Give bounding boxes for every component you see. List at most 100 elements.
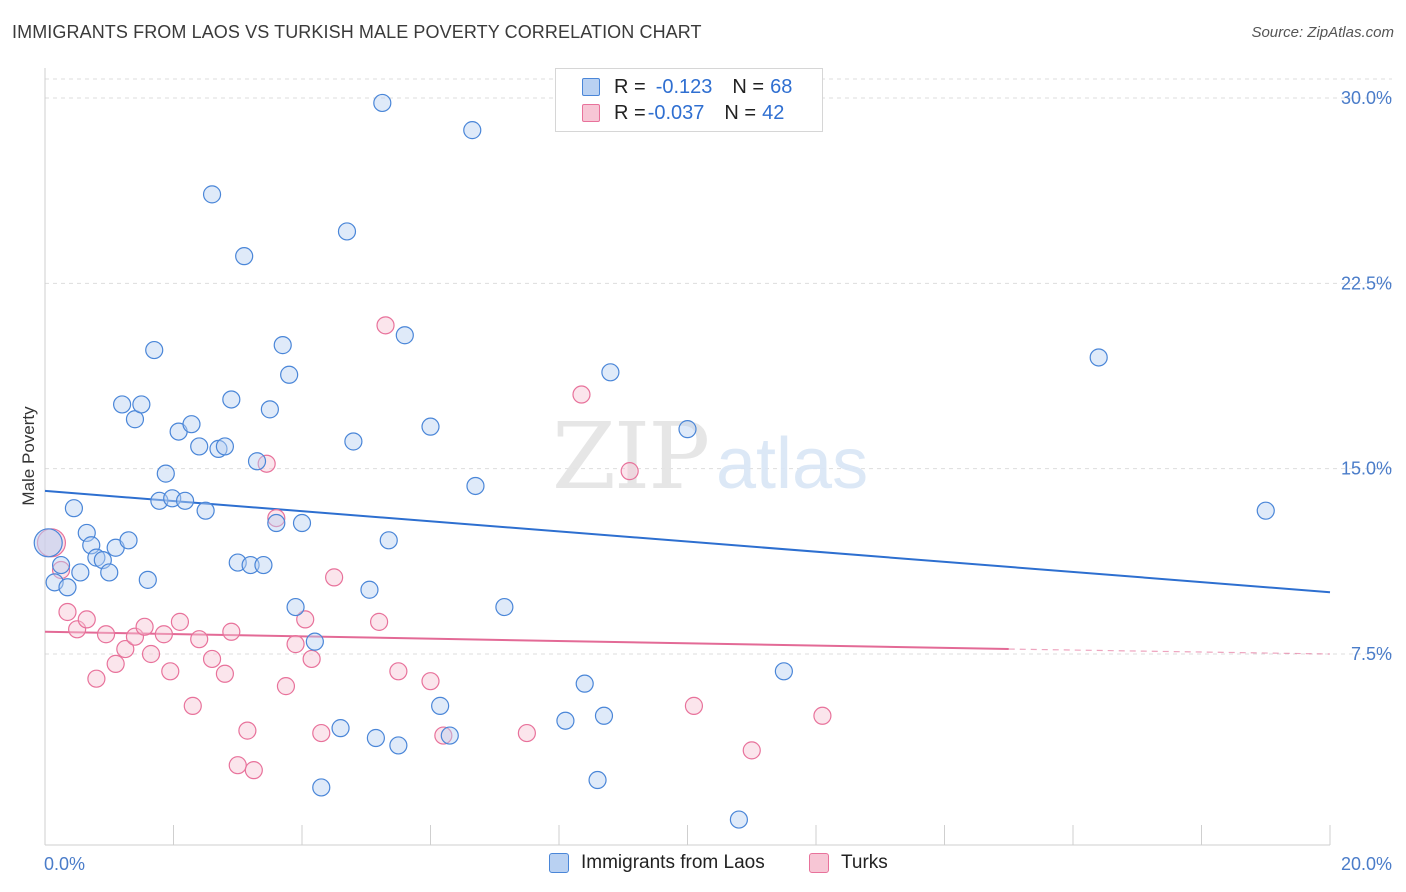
turks-point [312,723,331,743]
turks-point [106,654,125,673]
turks-point [87,669,106,688]
laos-point [360,580,379,599]
turks-point [434,726,453,745]
x-tick-labels: 0.0% 20.0% [44,854,1392,874]
laos-point [495,597,514,617]
legend-n-label: N = [732,75,765,98]
laos-point [215,437,234,456]
laos-point [182,415,201,434]
laos-point [273,336,292,355]
laos-trend-line [44,489,1331,594]
legend-label-turks: Turks [841,852,888,873]
turks-point [170,612,190,631]
legend-r-label: R = [614,101,646,124]
turks-point [296,610,315,629]
laos-point [202,185,222,204]
turks-point [267,508,286,528]
laos-point [196,501,215,520]
turks-point [77,610,96,629]
y-tick-label: 7.5% [1351,644,1392,664]
turks-point [58,602,77,622]
turks-point [620,462,639,481]
laos-point [389,736,408,755]
laos-point [431,696,450,715]
stats-legend: R = -0.123 N = 68 R = -0.037 N = 42 [555,68,823,132]
laos-point [156,464,175,483]
turks-point [517,723,536,743]
turks-point [141,644,161,664]
y-axis-label: Male Poverty [19,406,38,506]
turks-point [572,385,591,404]
laos-point [175,491,195,510]
laos-point [774,662,793,681]
laos-point [222,390,241,409]
laos-point [373,93,392,113]
laos-point [235,247,254,266]
laos-point [100,563,119,582]
turks-point [376,316,395,335]
laos-point [119,531,138,550]
turks-point [154,625,173,644]
turks-point [389,662,408,681]
laos-point [254,555,273,575]
laos-point [395,326,414,345]
turks-trend-extension [1008,648,1331,655]
laos-point [241,555,260,575]
laos-point [312,778,331,797]
legend-n-value: 42 [762,101,785,124]
x-tick-label-max: 20.0% [1341,854,1392,874]
legend-row-laos: R = -0.123 N = 68 [582,75,792,99]
legend-item-laos[interactable]: Immigrants from Laos [549,852,765,874]
turks-point [813,706,832,725]
laos-point [267,513,286,533]
legend-n-value: 68 [770,75,793,98]
laos-point [132,395,151,414]
laos-point [260,400,279,419]
laos-point [729,810,749,829]
laos-point [190,437,209,456]
laos-point [1256,501,1275,520]
laos-point [678,420,697,439]
legend-n-label: N = [724,101,757,124]
laos-point [421,417,440,436]
laos-point [344,432,363,451]
watermark-atlas: atlas [716,424,868,504]
laos-legend-swatch [549,853,569,873]
laos-point [51,555,71,575]
legend-label-laos: Immigrants from Laos [581,852,765,873]
laos-point [286,597,305,617]
turks-point [421,672,440,691]
laos-point [247,452,267,471]
laos-point [71,563,90,582]
turks-point [183,696,202,715]
turks-point [161,662,180,681]
laos-point [33,528,63,558]
laos-point [58,578,77,597]
turks-point [215,664,234,683]
source-label: Source: ZipAtlas.com [1251,24,1394,41]
turks-point [370,612,389,631]
laos-point [1089,348,1108,367]
axes [44,68,1331,846]
series-legend: Immigrants from Laos Turks [0,852,1406,878]
laos-swatch [582,78,600,96]
legend-item-turks[interactable]: Turks [809,852,888,874]
turks-point [116,639,135,659]
laos-point [138,570,157,589]
turks-point [135,617,154,636]
watermark: ZIP atlas [552,403,868,510]
turks-point [742,741,761,760]
turks-point [684,696,704,715]
laos-point [366,728,385,748]
turks-point [228,756,247,775]
y-tick-label: 30.0% [1341,88,1392,108]
laos-point [305,632,324,651]
y-tick-labels: 7.5% 15.0% 22.5% 30.0% [1341,88,1392,664]
laos-point [601,363,620,382]
turks-point [202,649,222,669]
laos-point [292,513,312,533]
laos-point [337,222,357,241]
laos-point [112,395,132,414]
y-tick-label: 22.5% [1341,273,1392,293]
